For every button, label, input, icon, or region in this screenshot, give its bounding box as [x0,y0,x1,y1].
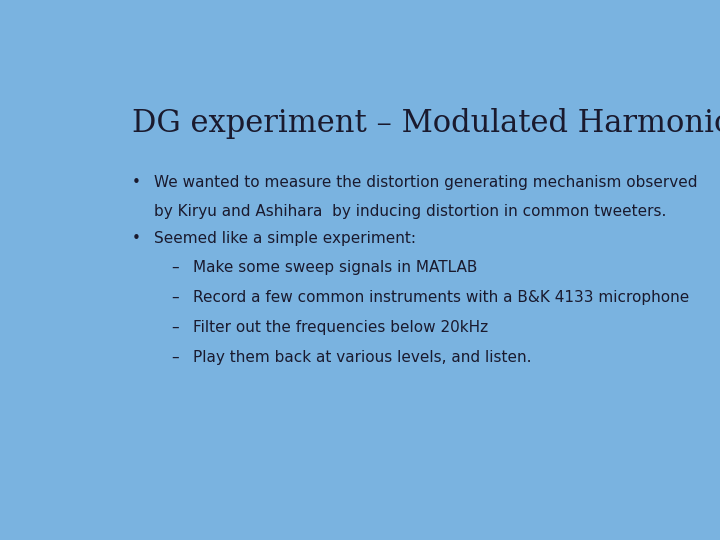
Text: –: – [171,260,179,275]
Text: –: – [171,350,179,365]
Text: •: • [132,175,140,190]
Text: DG experiment – Modulated Harmonics: DG experiment – Modulated Harmonics [132,109,720,139]
Text: Seemed like a simple experiment:: Seemed like a simple experiment: [154,231,416,246]
Text: Filter out the frequencies below 20kHz: Filter out the frequencies below 20kHz [193,320,488,335]
Text: by Kiryu and Ashihara  by inducing distortion in common tweeters.: by Kiryu and Ashihara by inducing distor… [154,204,667,219]
Text: Play them back at various levels, and listen.: Play them back at various levels, and li… [193,350,532,365]
Text: Record a few common instruments with a B&K 4133 microphone: Record a few common instruments with a B… [193,290,690,305]
Text: –: – [171,320,179,335]
Text: We wanted to measure the distortion generating mechanism observed: We wanted to measure the distortion gene… [154,175,698,190]
Text: •: • [132,231,140,246]
Text: Make some sweep signals in MATLAB: Make some sweep signals in MATLAB [193,260,477,275]
Text: –: – [171,290,179,305]
